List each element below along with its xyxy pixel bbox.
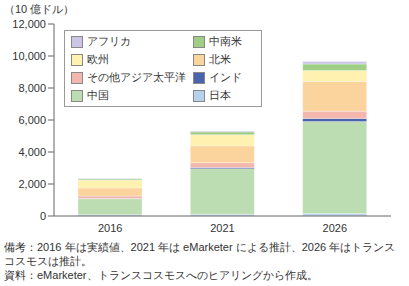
svg-text:0: 0	[40, 210, 46, 222]
html-text:中国: 中国	[87, 89, 109, 101]
svg-text:12,000: 12,000	[12, 18, 46, 30]
svg-text:2026: 2026	[323, 222, 347, 234]
html-text:インド: インド	[209, 71, 242, 83]
svg-text:2021: 2021	[210, 222, 234, 234]
html-text:欧州: 欧州	[87, 53, 109, 65]
svg-text:6,000: 6,000	[18, 114, 46, 126]
html-text:備考：2016 年は実績値、2021 年は eMarkete: 備考：2016 年は実績値、2021 年は eMarketer による推計、20…	[4, 241, 396, 267]
html-text:アフリカ: アフリカ	[87, 35, 131, 47]
html-text:北米: 北米	[209, 53, 231, 65]
svg-text:8,000: 8,000	[18, 82, 46, 94]
html-text:資料：eMarketer、トランスコスモスへのヒアリングから: 資料：eMarketer、トランスコスモスへのヒアリングから作成。	[4, 269, 318, 281]
svg-text:2,000: 2,000	[18, 178, 46, 190]
svg-text:2016: 2016	[98, 222, 122, 234]
html-text:中南米: 中南米	[209, 35, 242, 47]
svg-text:4,000: 4,000	[18, 146, 46, 158]
html-text:その他アジア太平洋: その他アジア太平洋	[87, 71, 186, 83]
html-text:日本: 日本	[209, 89, 231, 101]
html-text:（10 億ドル）: （10 億ドル）	[4, 3, 75, 15]
svg-text:10,000: 10,000	[12, 50, 46, 62]
